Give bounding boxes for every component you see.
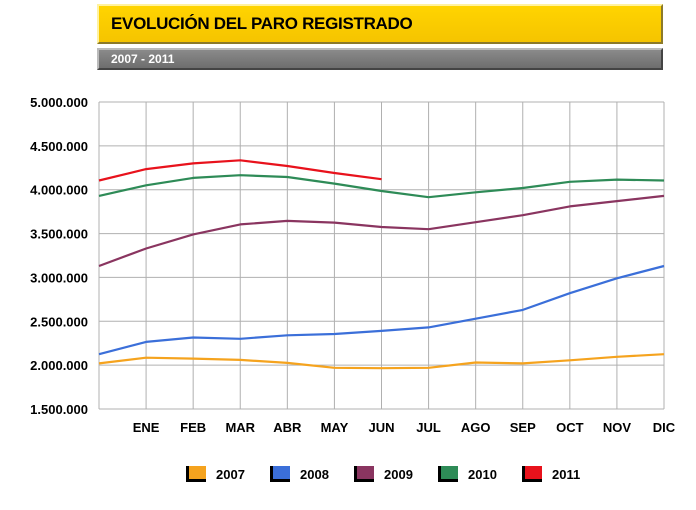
x-tick-label: DIC xyxy=(653,420,676,435)
legend-item-2007: 2007 xyxy=(186,462,245,486)
x-tick-label: JUN xyxy=(368,420,394,435)
x-tick-label: JUL xyxy=(416,420,441,435)
title-banner: EVOLUCIÓN DEL PARO REGISTRADO xyxy=(97,4,663,44)
y-tick-label: 4.500.000 xyxy=(30,139,88,154)
legend-label: 2011 xyxy=(552,466,581,482)
chart-subtitle: 2007 - 2011 xyxy=(111,52,175,66)
x-tick-label: SEP xyxy=(510,420,536,435)
y-tick-label: 2.500.000 xyxy=(30,314,88,329)
chart-legend: 2007 2008 2009 2010 2011 xyxy=(0,462,696,490)
subtitle-banner: 2007 - 2011 xyxy=(97,48,663,70)
x-tick-label: ABR xyxy=(273,420,302,435)
legend-item-2008: 2008 xyxy=(270,462,329,486)
chart-title: EVOLUCIÓN DEL PARO REGISTRADO xyxy=(111,14,413,33)
series-line-2011 xyxy=(98,159,382,182)
legend-label: 2009 xyxy=(384,466,413,482)
legend-label: 2007 xyxy=(216,466,245,482)
legend-swatch xyxy=(186,466,206,482)
x-tick-label: ENE xyxy=(133,420,160,435)
x-tick-label: NOV xyxy=(603,420,632,435)
legend-swatch xyxy=(522,466,542,482)
x-tick-label: OCT xyxy=(556,420,584,435)
series-line-2009 xyxy=(98,194,665,268)
legend-label: 2010 xyxy=(468,466,497,482)
y-tick-label: 3.000.000 xyxy=(30,270,88,285)
legend-swatch xyxy=(438,466,458,482)
legend-item-2009: 2009 xyxy=(354,462,413,486)
legend-label: 2008 xyxy=(300,466,329,482)
legend-swatch xyxy=(354,466,374,482)
y-tick-label: 1.500.000 xyxy=(30,402,88,417)
series-line-2008 xyxy=(98,264,665,356)
x-tick-label: AGO xyxy=(461,420,491,435)
x-tick-label: MAR xyxy=(225,420,255,435)
y-tick-label: 5.000.000 xyxy=(30,95,88,110)
series-line-2007 xyxy=(98,353,665,370)
legend-swatch xyxy=(270,466,290,482)
legend-item-2011: 2011 xyxy=(522,462,580,486)
line-chart: 5.000.000 4.500.000 4.000.000 3.500.000 3.00… xyxy=(30,95,676,435)
y-tick-label: 3.500.000 xyxy=(30,227,88,242)
series-line-2010 xyxy=(98,174,665,199)
legend-item-2010: 2010 xyxy=(438,462,497,486)
y-tick-label: 2.000.000 xyxy=(30,358,88,373)
x-tick-label: MAY xyxy=(321,420,349,435)
y-tick-label: 4.000.000 xyxy=(30,183,88,198)
x-tick-label: FEB xyxy=(180,420,206,435)
